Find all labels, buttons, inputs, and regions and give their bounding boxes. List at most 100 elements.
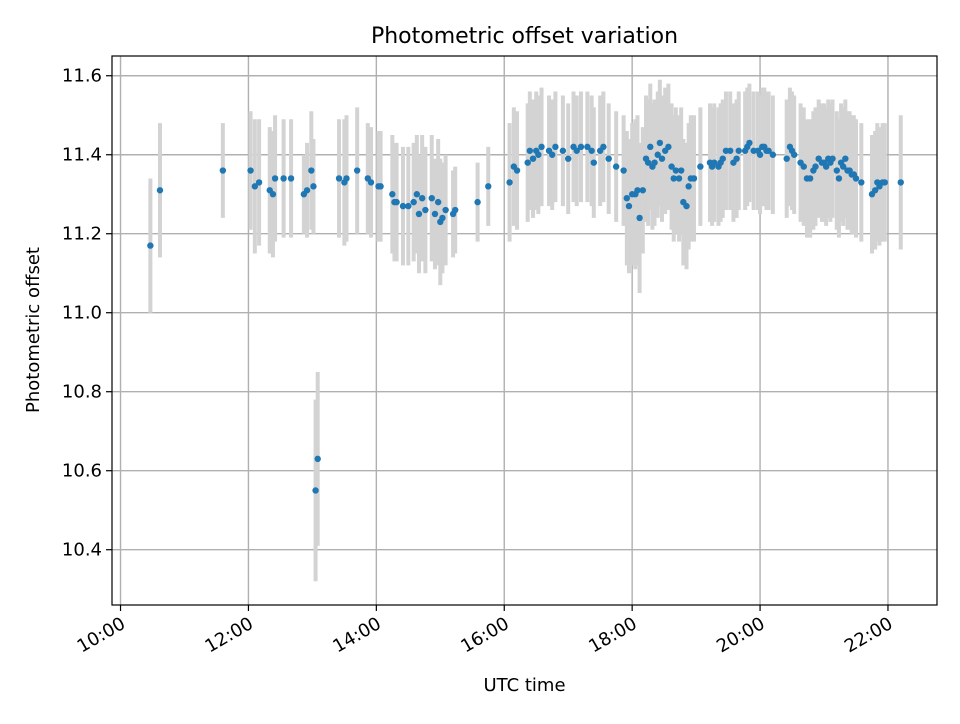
data-point (697, 163, 704, 170)
data-point (639, 187, 647, 194)
data-point (651, 159, 658, 166)
data-point (656, 139, 664, 147)
data-point (620, 167, 627, 174)
data-point (428, 194, 435, 202)
data-point (897, 179, 904, 186)
data-point (644, 159, 652, 166)
data-point (422, 206, 429, 214)
data-point (833, 167, 841, 174)
data-point (590, 159, 597, 166)
y-axis-label: Photometric offset (23, 247, 44, 413)
data-point (367, 179, 375, 186)
data-point (255, 179, 263, 186)
data-point (588, 147, 595, 154)
data-point (769, 151, 777, 158)
plot-frame (111, 55, 938, 606)
data-point (247, 167, 254, 174)
data-point (310, 183, 317, 190)
data-point (634, 187, 641, 194)
data-point (605, 155, 612, 162)
data-point (573, 147, 580, 154)
data-point (156, 187, 164, 194)
data-point (377, 183, 384, 190)
data-point (219, 167, 227, 174)
data-point (287, 175, 295, 182)
data-point (439, 214, 446, 222)
data-point (303, 187, 311, 194)
data-point (756, 151, 764, 158)
y-tick-label: 10.8 (62, 382, 102, 403)
data-point (612, 163, 620, 170)
data-point (529, 155, 537, 162)
data-point (335, 175, 343, 182)
data-point (783, 155, 790, 162)
data-point (654, 151, 661, 158)
data-point (881, 179, 888, 186)
data-point (858, 179, 865, 186)
data-point (658, 155, 666, 162)
data-point (405, 202, 412, 210)
data-point (765, 147, 772, 154)
data-point (690, 175, 698, 182)
y-tick-label: 10.4 (62, 540, 102, 561)
data-point (251, 183, 259, 190)
data-point (790, 151, 798, 158)
data-point (410, 198, 417, 206)
data-point (271, 175, 279, 182)
data-point (735, 147, 742, 154)
y-tick-label: 11.2 (62, 224, 102, 245)
y-tick-label: 11.6 (62, 66, 102, 87)
data-point (647, 143, 654, 151)
data-point (672, 167, 680, 174)
data-point (452, 206, 459, 214)
data-point (852, 175, 860, 182)
data-point (526, 147, 534, 154)
data-point (829, 155, 836, 162)
data-point (636, 214, 643, 222)
data-point (623, 194, 631, 202)
data-point (434, 198, 442, 206)
data-point (840, 163, 847, 170)
data-point (353, 167, 361, 174)
data-point (677, 167, 685, 174)
data-point (577, 143, 585, 151)
data-point (399, 202, 407, 210)
data-point (871, 187, 879, 194)
data-point (822, 163, 830, 170)
data-point (746, 139, 753, 147)
data-point (147, 242, 154, 249)
data-point (584, 143, 591, 151)
data-point (625, 202, 633, 210)
data-point (418, 194, 426, 202)
data-point (727, 147, 734, 154)
data-point (835, 175, 843, 182)
data-point (431, 210, 439, 218)
data-point (552, 143, 559, 151)
y-tick-label: 10.6 (62, 461, 102, 482)
data-point (442, 206, 449, 214)
data-point (842, 155, 849, 162)
data-point (280, 175, 287, 182)
data-point (308, 167, 315, 174)
x-axis-label: UTC time (483, 675, 565, 696)
data-point (812, 163, 819, 170)
point-layer (147, 139, 904, 494)
data-point (733, 155, 740, 162)
data-point (393, 198, 400, 206)
data-point (413, 191, 421, 198)
data-point (314, 455, 321, 463)
data-point (269, 191, 277, 198)
data-point (343, 175, 350, 182)
grid-layer (112, 56, 937, 605)
data-point (600, 143, 607, 151)
data-point (535, 151, 542, 158)
y-tick-label: 11.0 (62, 303, 102, 324)
data-point (524, 159, 531, 166)
data-point (559, 147, 567, 154)
data-point (806, 175, 814, 182)
chart-title: Photometric offset variation (371, 24, 678, 49)
data-point (683, 202, 690, 210)
data-point (719, 155, 726, 162)
